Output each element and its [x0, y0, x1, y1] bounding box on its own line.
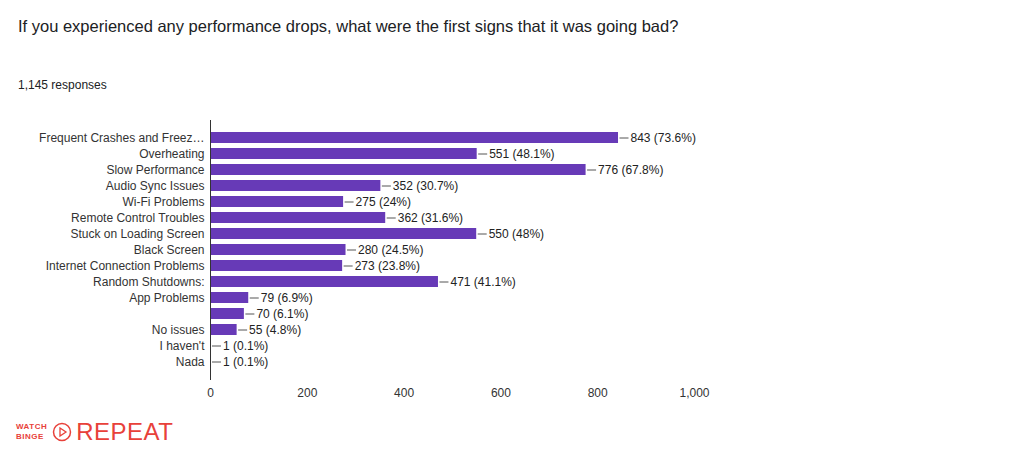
svg-text:843 (73.6%): 843 (73.6%) — [631, 131, 696, 145]
svg-text:1,000: 1,000 — [679, 386, 709, 400]
svg-text:275 (24%): 275 (24%) — [356, 195, 411, 209]
svg-text:550 (48%): 550 (48%) — [489, 227, 544, 241]
svg-text:Slow Performance: Slow Performance — [106, 163, 204, 177]
html-text:If you experienced any perform: If you experienced any performance drops… — [18, 17, 679, 35]
svg-text:Remote Control Troubles: Remote Control Troubles — [71, 211, 204, 225]
svg-text:471 (41.1%): 471 (41.1%) — [450, 275, 515, 289]
svg-text:352 (30.7%): 352 (30.7%) — [393, 179, 458, 193]
svg-text:776 (67.8%): 776 (67.8%) — [598, 163, 663, 177]
svg-text:600: 600 — [491, 386, 511, 400]
svg-text:55 (4.8%): 55 (4.8%) — [249, 323, 301, 337]
svg-text:280 (24.5%): 280 (24.5%) — [358, 243, 423, 257]
svg-text:Overheating: Overheating — [139, 147, 204, 161]
svg-text:362 (31.6%): 362 (31.6%) — [398, 211, 463, 225]
svg-text:Audio Sync Issues: Audio Sync Issues — [106, 179, 205, 193]
html-text:1,145 responses: 1,145 responses — [18, 78, 107, 92]
svg-text:1 (0.1%): 1 (0.1%) — [223, 355, 268, 369]
svg-text:1 (0.1%): 1 (0.1%) — [223, 339, 268, 353]
svg-text:551 (48.1%): 551 (48.1%) — [489, 147, 554, 161]
svg-text:0: 0 — [207, 386, 214, 400]
svg-text:200: 200 — [297, 386, 317, 400]
html-text:REPEAT: REPEAT — [76, 418, 174, 445]
html-text:WATCH: WATCH — [16, 422, 48, 431]
svg-text:Frequent Crashes and Freez…: Frequent Crashes and Freez… — [39, 131, 204, 145]
svg-text:Stuck on Loading Screen: Stuck on Loading Screen — [70, 227, 204, 241]
svg-text:79 (6.9%): 79 (6.9%) — [261, 291, 313, 305]
svg-text:70 (6.1%): 70 (6.1%) — [256, 307, 308, 321]
svg-text:800: 800 — [588, 386, 608, 400]
svg-text:Random Shutdowns:: Random Shutdowns: — [93, 275, 204, 289]
svg-text:Black Screen: Black Screen — [134, 243, 205, 257]
svg-text:400: 400 — [394, 386, 414, 400]
svg-text:Internet Connection Problems: Internet Connection Problems — [46, 259, 205, 273]
svg-text:273 (23.8%): 273 (23.8%) — [355, 259, 420, 273]
svg-text:I haven't: I haven't — [160, 339, 206, 353]
html-text:BINGE: BINGE — [16, 432, 44, 441]
svg-text:No issues: No issues — [152, 323, 205, 337]
svg-text:Nada: Nada — [176, 355, 205, 369]
svg-text:App Problems: App Problems — [129, 291, 204, 305]
svg-text:Wi-Fi Problems: Wi-Fi Problems — [122, 195, 204, 209]
